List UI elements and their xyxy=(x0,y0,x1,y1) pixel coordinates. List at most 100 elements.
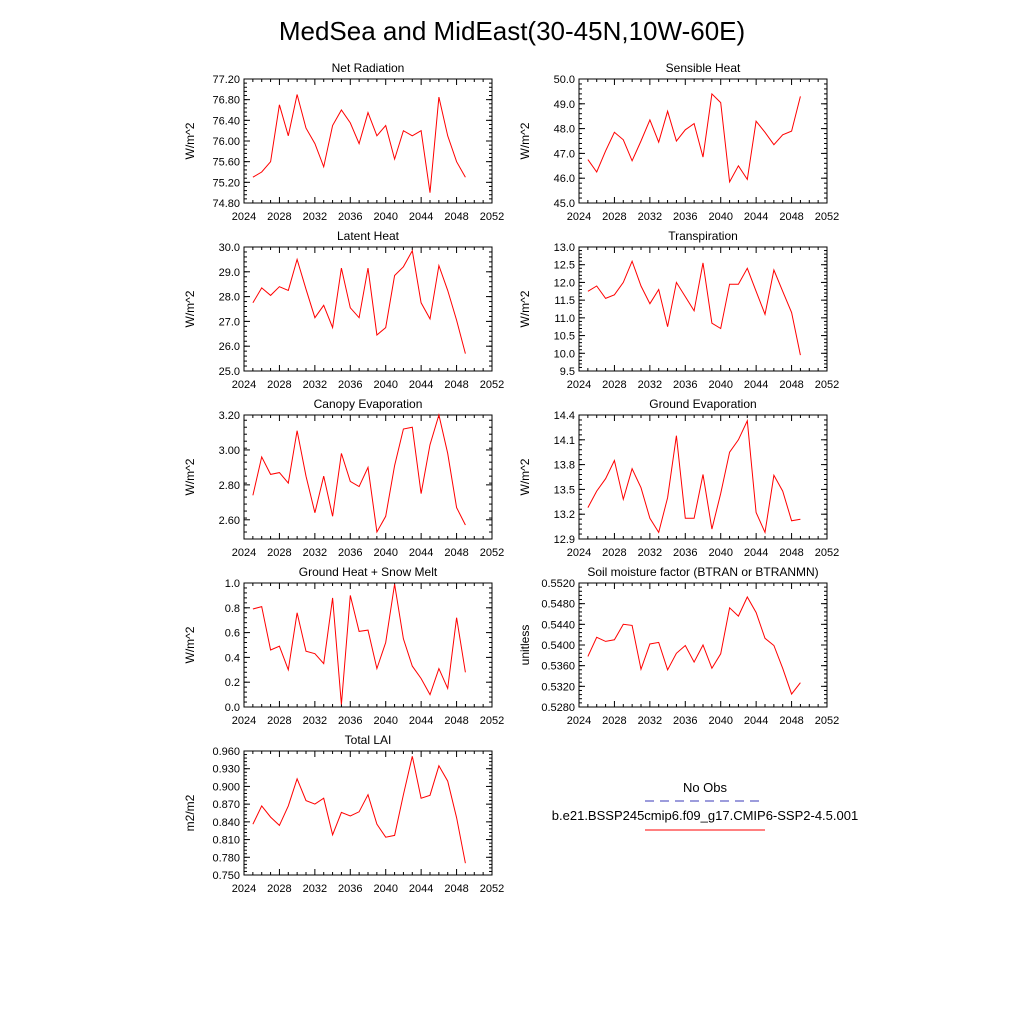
x-tick-label: 2024 xyxy=(232,211,256,223)
y-tick-label: 48.0 xyxy=(554,124,575,136)
x-tick-label: 2044 xyxy=(409,715,433,727)
y-tick-label: 12.5 xyxy=(554,260,575,272)
y-tick-label: 0.5400 xyxy=(541,640,575,652)
y-tick-label: 30.0 xyxy=(219,242,240,254)
y-tick-label: 0.6 xyxy=(225,628,240,640)
x-tick-label: 2024 xyxy=(567,379,591,391)
y-tick-label: 11.0 xyxy=(554,313,575,325)
y-tick-label: 0.5520 xyxy=(541,578,575,590)
series-line xyxy=(587,92,801,184)
x-tick-label: 2048 xyxy=(779,547,803,559)
panel-2: Sensible Heat W/m^2 2024 2028 2032 2036 2040 20… xyxy=(518,61,839,223)
x-tick-label: 2028 xyxy=(602,211,626,223)
plot-frame xyxy=(243,78,493,204)
x-tick-label: 2032 xyxy=(638,379,662,391)
panel-8: Soil moisture factor (BTRAN or BTRANMN) u… xyxy=(518,565,839,727)
x-tick-label: 2036 xyxy=(338,715,362,727)
x-tick-label: 2024 xyxy=(567,211,591,223)
y-tick-label: 76.40 xyxy=(212,115,240,127)
y-tick-label: 0.900 xyxy=(212,781,240,793)
y-tick-label: 12.0 xyxy=(554,277,575,289)
panel-3: Latent Heat W/m^2 2024 2028 2032 2036 2040 2044… xyxy=(183,229,504,391)
legend-model-label: b.e21.BSSP245cmip6.f09_g17.CMIP6-SSP2-4.… xyxy=(552,808,858,823)
series-line xyxy=(252,584,466,705)
y-tick-label: 25.0 xyxy=(219,366,240,378)
y-tick-label: 0.840 xyxy=(212,817,240,829)
x-tick-label: 2040 xyxy=(373,715,397,727)
x-tick-label: 2024 xyxy=(567,715,591,727)
x-tick-label: 2048 xyxy=(444,883,468,895)
x-tick-label: 2052 xyxy=(815,211,839,223)
y-tick-label: 0.8 xyxy=(225,603,240,615)
x-tick-label: 2036 xyxy=(338,883,362,895)
x-tick-label: 2044 xyxy=(744,379,768,391)
x-tick-label: 2032 xyxy=(303,715,327,727)
y-tick-label: 0.780 xyxy=(212,852,240,864)
series-line xyxy=(587,259,801,356)
y-tick-label: 12.9 xyxy=(554,534,575,546)
plot-frame xyxy=(243,582,493,708)
y-tick-label: 26.0 xyxy=(219,341,240,353)
y-tick-label: 50.0 xyxy=(554,74,575,86)
x-tick-label: 2036 xyxy=(673,715,697,727)
x-tick-label: 2040 xyxy=(708,715,732,727)
panels: Net Radiation W/m^2 2024 2028 2032 2036 2040 20… xyxy=(183,61,839,895)
y-tick-label: 10.5 xyxy=(554,331,575,343)
x-tick-label: 2052 xyxy=(480,379,504,391)
x-tick-label: 2040 xyxy=(708,211,732,223)
x-tick-label: 2032 xyxy=(638,211,662,223)
x-tick-label: 2032 xyxy=(638,547,662,559)
legend-obs-label: No Obs xyxy=(683,780,728,795)
x-tick-label: 2028 xyxy=(267,715,291,727)
x-tick-label: 2024 xyxy=(232,379,256,391)
y-tick-label: 0.930 xyxy=(212,764,240,776)
panel-title: Sensible Heat xyxy=(666,61,741,75)
x-tick-label: 2052 xyxy=(480,211,504,223)
x-tick-label: 2048 xyxy=(444,379,468,391)
x-tick-label: 2052 xyxy=(480,715,504,727)
x-tick-label: 2040 xyxy=(373,883,397,895)
series-line xyxy=(587,595,801,696)
x-tick-label: 2024 xyxy=(232,547,256,559)
y-tick-label: 0.2 xyxy=(225,677,240,689)
x-tick-label: 2040 xyxy=(708,379,732,391)
y-tick-label: 0.5440 xyxy=(541,619,575,631)
panel-title: Total LAI xyxy=(345,733,392,747)
x-tick-label: 2048 xyxy=(779,715,803,727)
y-tick-label: 46.0 xyxy=(554,173,575,185)
plot-frame xyxy=(578,78,828,204)
x-tick-label: 2028 xyxy=(267,211,291,223)
panel-title: Canopy Evaporation xyxy=(314,397,423,411)
y-tick-label: 28.0 xyxy=(219,292,240,304)
y-axis-label: W/m^2 xyxy=(518,458,532,495)
y-tick-label: 13.0 xyxy=(554,242,575,254)
y-axis-label: W/m^2 xyxy=(183,122,197,159)
y-tick-label: 29.0 xyxy=(219,267,240,279)
x-tick-label: 2040 xyxy=(373,547,397,559)
x-tick-label: 2052 xyxy=(480,883,504,895)
y-axis-label: W/m^2 xyxy=(518,122,532,159)
y-tick-label: 11.5 xyxy=(554,295,575,307)
y-tick-label: 77.20 xyxy=(212,74,240,86)
x-tick-label: 2036 xyxy=(338,547,362,559)
panel-title: Transpiration xyxy=(668,229,738,243)
x-tick-label: 2036 xyxy=(673,379,697,391)
y-axis-label: W/m^2 xyxy=(518,290,532,327)
y-tick-label: 0.5480 xyxy=(541,599,575,611)
series-line xyxy=(252,413,466,534)
x-tick-label: 2028 xyxy=(602,715,626,727)
y-axis-label: W/m^2 xyxy=(183,458,197,495)
panel-5: Canopy Evaporation W/m^2 2024 2028 2032 2036 2… xyxy=(183,397,504,559)
panel-title: Soil moisture factor (BTRAN or BTRANMN) xyxy=(587,565,818,579)
plot-frame xyxy=(243,414,493,540)
y-axis-label: W/m^2 xyxy=(183,290,197,327)
x-tick-label: 2048 xyxy=(779,211,803,223)
x-tick-label: 2024 xyxy=(232,715,256,727)
y-tick-label: 0.5360 xyxy=(541,661,575,673)
y-tick-label: 3.20 xyxy=(219,410,240,422)
x-tick-label: 2028 xyxy=(267,883,291,895)
plot-frame xyxy=(243,750,493,876)
x-tick-label: 2044 xyxy=(744,715,768,727)
x-tick-label: 2044 xyxy=(409,379,433,391)
